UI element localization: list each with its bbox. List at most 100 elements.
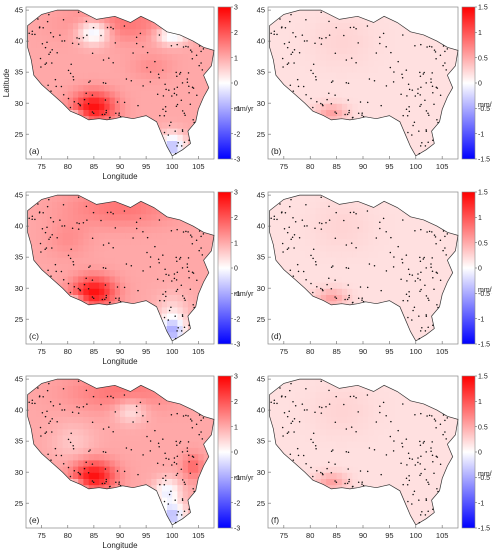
trend-cell: [410, 65, 417, 73]
trend-cell: [442, 275, 449, 283]
trend-cell: [78, 59, 84, 67]
trend-cell: [114, 422, 121, 430]
trend-cell: [161, 238, 168, 246]
trend-cell: [114, 41, 121, 48]
trend-cell: [161, 294, 168, 302]
trend-cell: [36, 213, 43, 221]
station-point: [373, 79, 376, 82]
trend-cell: [283, 213, 290, 221]
trend-cell: [36, 16, 43, 24]
trend-cell: [104, 403, 111, 411]
trend-cell: [431, 59, 438, 67]
trend-cell: [172, 250, 178, 258]
trend-cell: [436, 84, 443, 92]
trend-cell: [172, 288, 178, 295]
station-point: [173, 273, 176, 275]
trend-cell: [341, 47, 348, 55]
station-point: [168, 309, 171, 312]
trend-cell: [363, 84, 369, 92]
station-point: [77, 196, 80, 198]
trend-cell: [304, 84, 311, 92]
station-point: [47, 269, 49, 271]
trend-cell: [347, 207, 354, 215]
trend-cell: [373, 219, 380, 227]
station-point: [105, 294, 108, 297]
trend-cell: [294, 16, 301, 24]
trend-cell: [99, 257, 105, 264]
trend-cell: [326, 219, 332, 227]
station-point: [149, 71, 152, 73]
trend-cell: [310, 22, 317, 30]
trend-cell: [289, 201, 295, 209]
trend-cell: [120, 422, 126, 430]
trend-cell: [41, 257, 48, 264]
trend-cell: [78, 10, 84, 17]
station-point: [312, 291, 314, 294]
trend-cell: [41, 28, 48, 36]
trend-cell: [410, 128, 417, 135]
trend-cell: [31, 391, 37, 399]
trend-cell: [187, 288, 194, 295]
trend-cell: [341, 232, 348, 240]
station-point: [385, 231, 387, 233]
trend-cell: [193, 78, 199, 86]
station-point: [437, 121, 439, 124]
trend-cell: [384, 238, 390, 246]
trend-cell: [109, 213, 116, 221]
trend-cell: [352, 275, 359, 283]
trend-cell: [88, 115, 95, 123]
station-point: [31, 218, 33, 220]
station-point: [407, 316, 409, 319]
trend-cell: [31, 22, 37, 30]
station-point: [283, 228, 286, 230]
trend-cell: [41, 219, 48, 227]
station-point: [39, 242, 42, 245]
trend-cell: [52, 28, 58, 36]
trend-cell: [193, 226, 199, 233]
trend-cell: [46, 447, 53, 455]
trend-cell: [125, 288, 131, 295]
station-point: [430, 78, 432, 80]
trend-cell: [114, 447, 121, 455]
trend-cell: [315, 47, 322, 55]
station-point: [67, 97, 70, 100]
trend-cell: [193, 244, 199, 252]
trend-cell: [104, 238, 111, 246]
trend-cell: [104, 84, 111, 92]
station-point: [165, 295, 167, 298]
station-point: [49, 51, 52, 54]
trend-cell: [62, 416, 69, 424]
trend-cell: [140, 213, 147, 221]
station-point: [434, 51, 437, 53]
trend-cell: [447, 244, 454, 252]
station-point: [163, 316, 166, 319]
trend-cell: [57, 213, 64, 221]
y-tick-label: 45: [257, 6, 265, 15]
station-point: [290, 198, 292, 201]
trend-cell: [410, 41, 417, 48]
trend-cell: [83, 207, 90, 215]
trend-cell: [57, 59, 64, 67]
trend-cell: [57, 53, 64, 61]
trend-cell: [341, 213, 348, 221]
trend-cell: [172, 282, 178, 289]
trend-cell: [294, 10, 301, 17]
trend-cell: [109, 238, 116, 246]
trend-cell: [67, 447, 74, 455]
y-axis-title: Latitude: [2, 68, 11, 97]
trend-cell: [135, 269, 142, 277]
trend-cell: [156, 275, 163, 283]
trend-cell: [88, 201, 95, 209]
trend-cell: [172, 97, 178, 104]
trend-cell: [57, 207, 64, 215]
trend-cell: [368, 288, 375, 295]
trend-cell: [57, 459, 64, 467]
trend-cell: [320, 72, 327, 79]
colorbar-tick-label: -1: [478, 131, 484, 138]
trend-cell: [410, 275, 417, 283]
station-point: [76, 37, 78, 39]
trend-cell: [140, 22, 147, 30]
trend-cell: [394, 275, 401, 283]
station-point: [303, 225, 306, 227]
trend-cell: [78, 453, 84, 461]
